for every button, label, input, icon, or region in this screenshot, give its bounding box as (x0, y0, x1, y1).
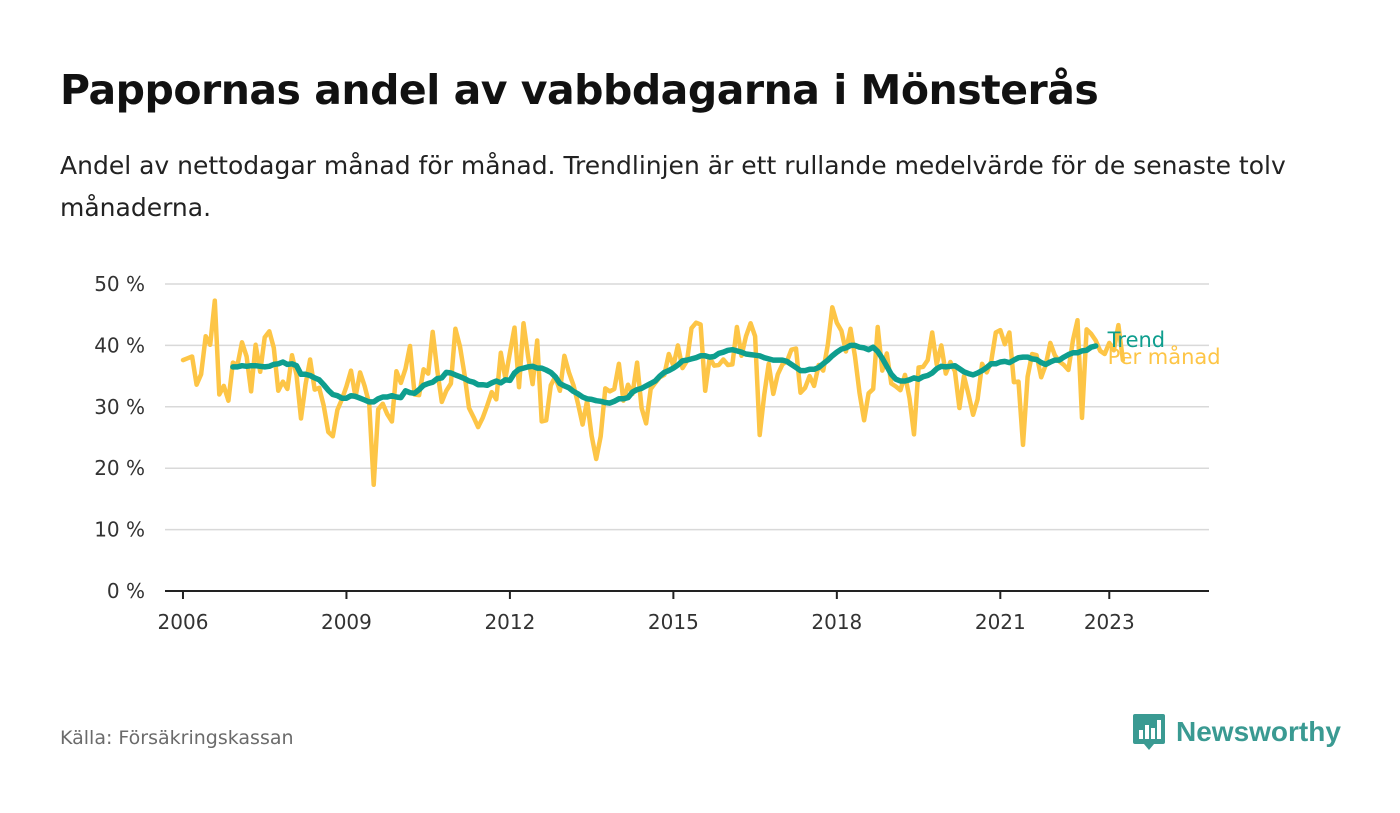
legend-label-per-manad: Per månad (1108, 344, 1221, 369)
source-note: Källa: Försäkringskassan (60, 727, 294, 749)
y-tick-label: 20 % (94, 456, 145, 480)
y-tick-label: 30 % (94, 395, 145, 419)
x-tick-label: 2012 (484, 610, 535, 634)
chart-title: Pappornas andel av vabbdagarna i Mönster… (60, 66, 1099, 114)
brand-logo: Newsworthy (1132, 712, 1341, 752)
y-axis-ticks: 0 % 10 % 20 % 30 % 40 % 50 % (94, 272, 145, 603)
x-axis (165, 590, 1209, 599)
x-tick-label: 2009 (321, 610, 372, 634)
brand-name: Newsworthy (1176, 716, 1341, 747)
newsworthy-bar-chart-logo-icon (1133, 714, 1165, 750)
y-tick-label: 0 % (107, 579, 145, 603)
series-layer (180, 298, 1126, 488)
x-tick-label: 2021 (975, 610, 1026, 634)
line-chart: 0 % 10 % 20 % 30 % 40 % 50 % 2006 2009 2012 2015… (94, 272, 1221, 634)
x-tick-label: 2023 (1084, 610, 1135, 634)
series-line-trend (230, 342, 1099, 406)
x-tick-label: 2006 (158, 610, 209, 634)
series-line-per-manad (180, 298, 1126, 488)
legend-label-trend: Trend (1107, 328, 1165, 352)
y-tick-label: 10 % (94, 518, 145, 542)
y-tick-label: 50 % (94, 272, 145, 296)
x-tick-label: 2015 (648, 610, 699, 634)
y-tick-label: 40 % (94, 333, 145, 357)
x-axis-ticks: 2006 2009 2012 2015 2018 2021 2023 (158, 610, 1135, 634)
chart-subtitle: Andel av nettodagar månad för månad. Tre… (60, 151, 1286, 222)
x-tick-label: 2018 (811, 610, 862, 634)
grid-layer (165, 283, 1209, 531)
